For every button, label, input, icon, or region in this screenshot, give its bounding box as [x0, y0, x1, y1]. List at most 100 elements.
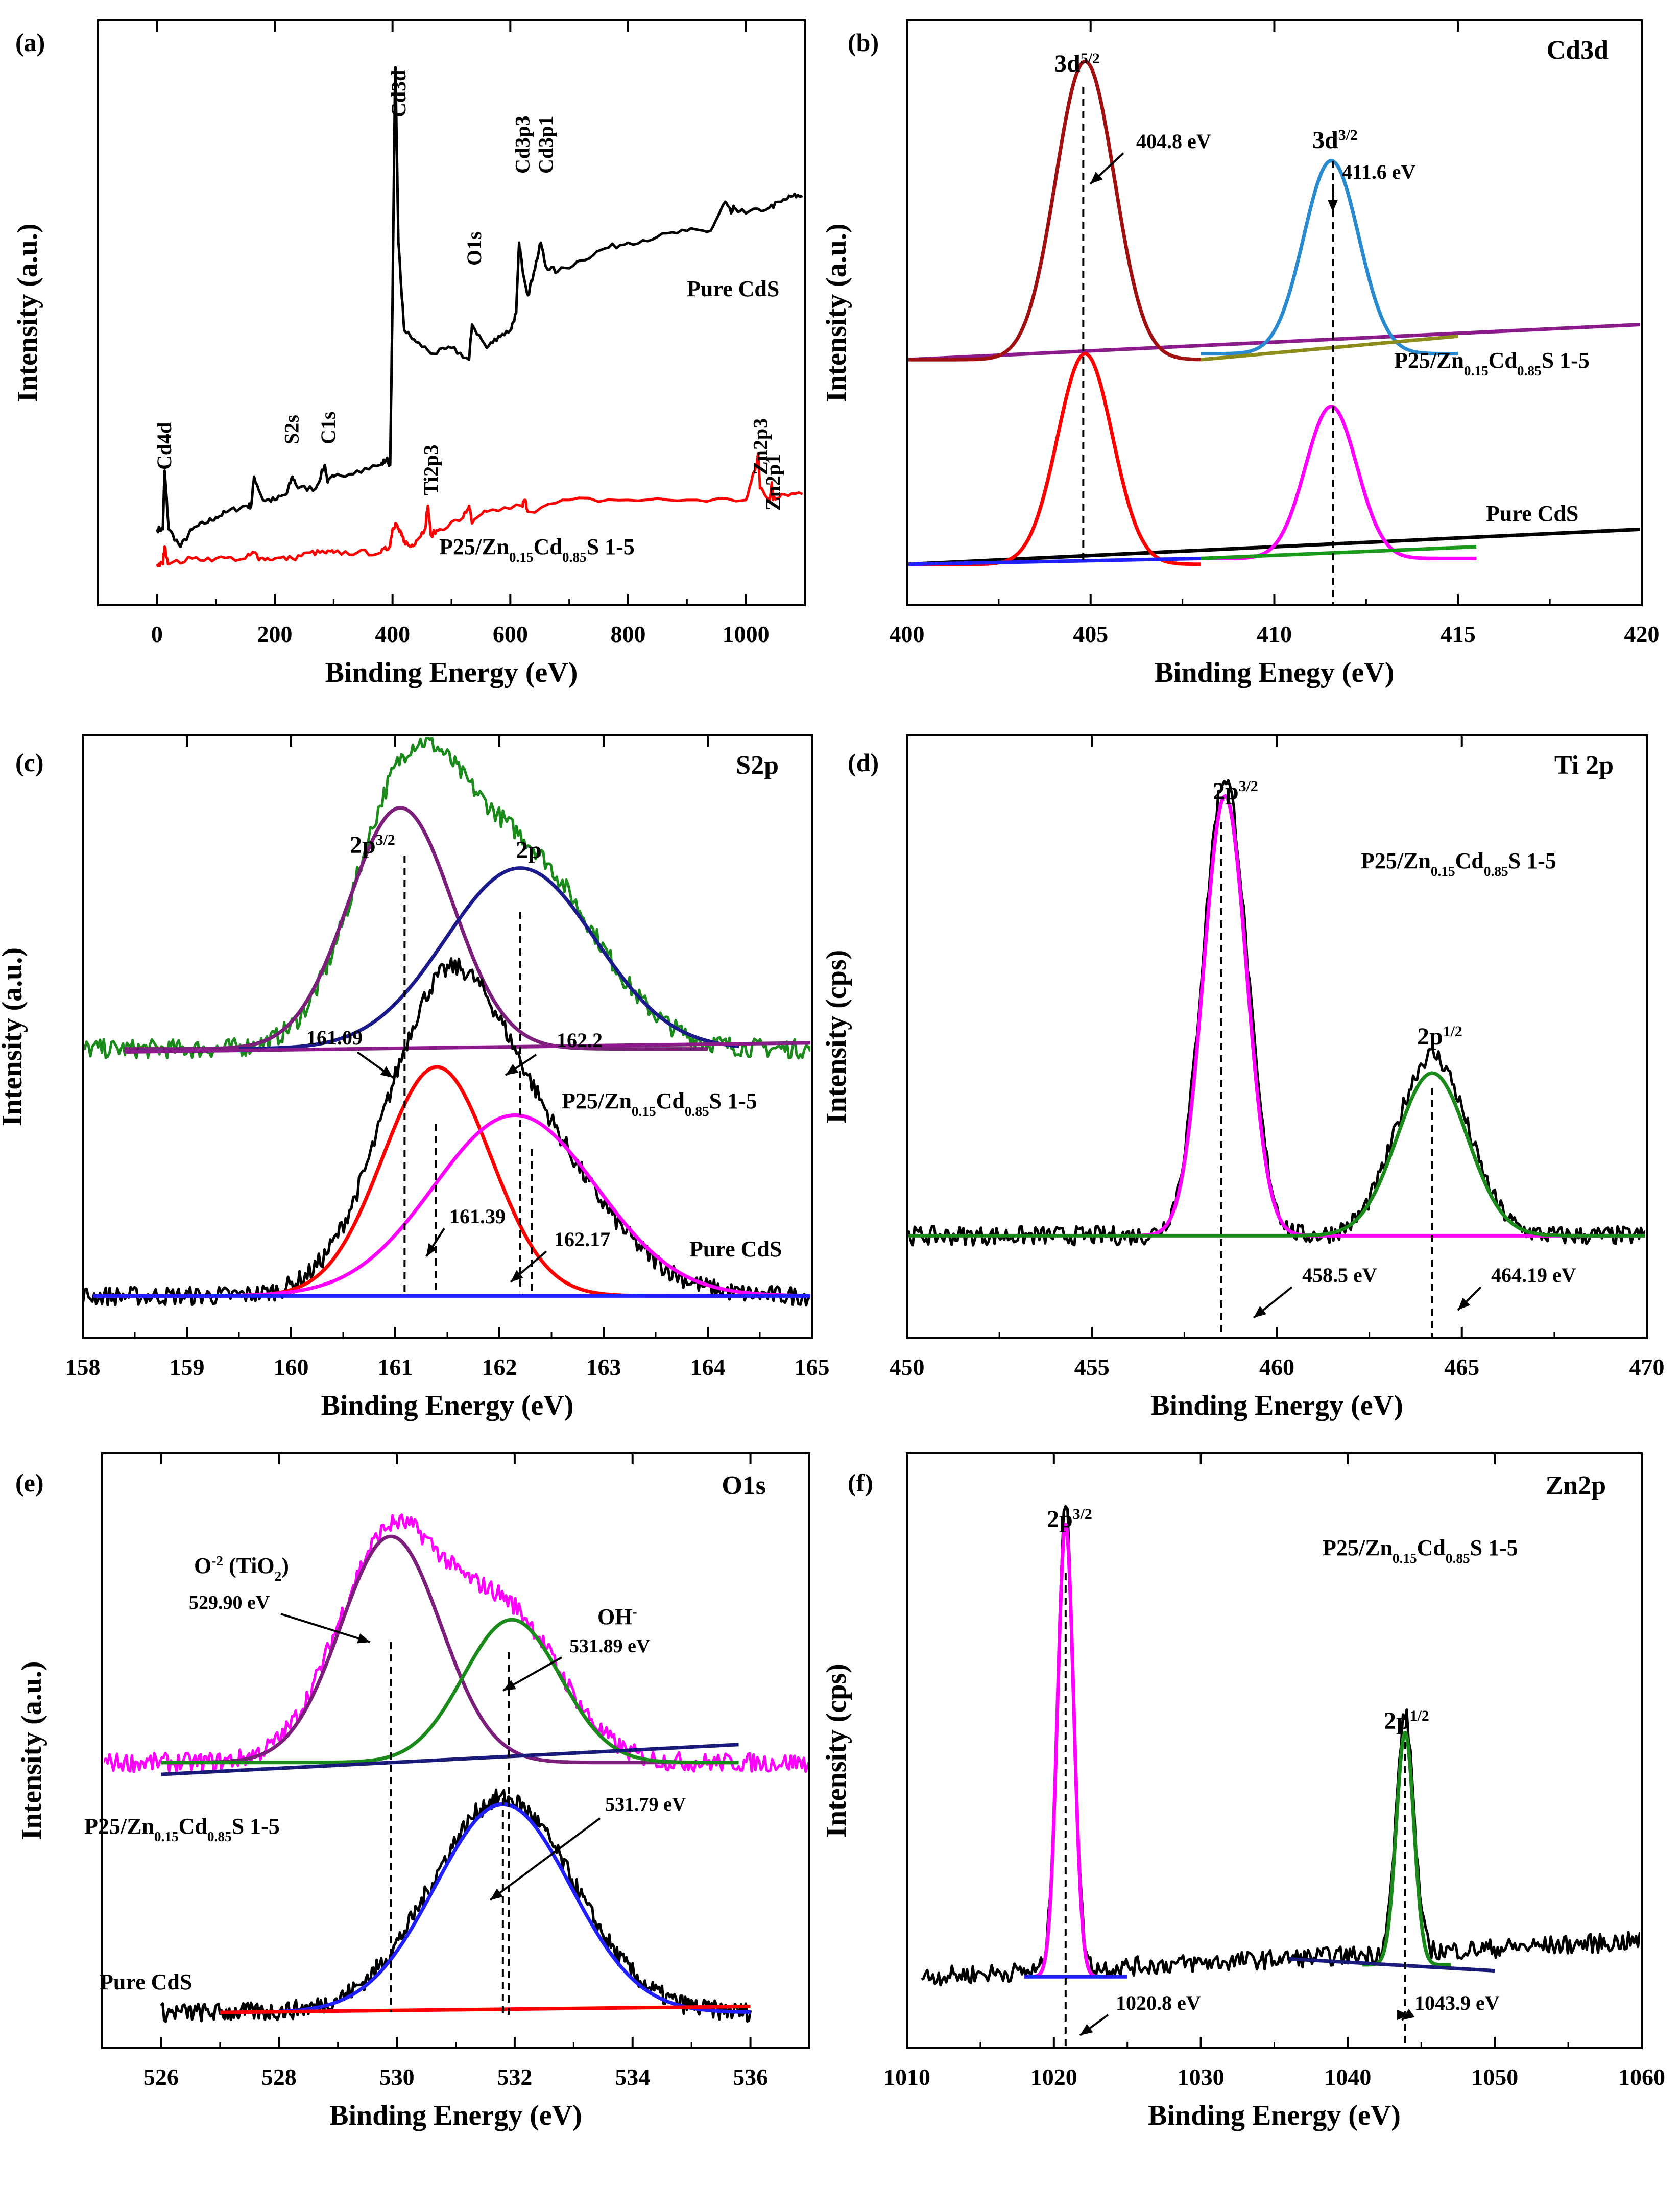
- series-line: [1200, 405, 1477, 560]
- arrow-head: [503, 1680, 516, 1691]
- panel-title: Zn2p: [1545, 1471, 1606, 1500]
- panel-title: O1s: [722, 1471, 766, 1500]
- x-tick-label: 530: [379, 2064, 415, 2090]
- x-tick-label: 162: [482, 1354, 517, 1380]
- series-line: [161, 1743, 739, 1776]
- panel-label: (e): [15, 1468, 44, 1497]
- panel-label: (f): [848, 1468, 873, 1497]
- plot-area: [155, 66, 803, 567]
- x-tick-label: 164: [690, 1354, 726, 1380]
- peak-annotation: Zn2p1: [762, 454, 785, 511]
- series-line: [104, 1513, 808, 1773]
- series-label: Pure CdS: [1486, 501, 1578, 526]
- arrow-head: [1080, 2024, 1093, 2035]
- peak-label: 3d3/2: [1312, 127, 1358, 154]
- arrow-head: [1402, 2008, 1415, 2020]
- series-line: [124, 806, 708, 1051]
- peak-annotation: Cd3d: [387, 70, 410, 117]
- peak-annotation: O1s: [463, 231, 486, 266]
- peak-value: 458.5 eV: [1302, 1264, 1377, 1287]
- series-label: P25/Zn0.15Cd0.85S 1-5: [562, 1088, 757, 1119]
- x-tick-label: 526: [143, 2064, 179, 2090]
- peak-annotation: Cd3p1: [535, 116, 558, 174]
- x-tick-label: 1010: [883, 2064, 930, 2090]
- series-line: [908, 59, 1202, 362]
- x-tick-label: 163: [586, 1354, 621, 1380]
- peak-value: 464.19 eV: [1491, 1264, 1576, 1287]
- peak-value: 162.17: [554, 1228, 610, 1251]
- peak-label: 2p: [516, 837, 542, 864]
- arrow-head: [490, 1888, 503, 1900]
- x-axis-label: Binding Enegy (eV): [1155, 657, 1395, 688]
- series-line: [161, 1618, 739, 1765]
- peak-annotation: Cd3p3: [511, 116, 534, 174]
- plot-area: [921, 1505, 1640, 1987]
- series-line: [220, 1802, 751, 2014]
- panel-c: 158 159 160 161 162 163 164 165 Binding Energy (…: [0, 734, 830, 1421]
- series-line: [84, 737, 810, 1060]
- plot-frame: [906, 1452, 1643, 2049]
- plot-area: [908, 779, 1645, 1247]
- series-line: [908, 352, 1202, 566]
- x-tick-label: 465: [1444, 1354, 1479, 1380]
- peak-label: OH-: [597, 1604, 637, 1629]
- peak-value: 411.6 eV: [1342, 160, 1416, 183]
- x-axis-label: Binding Energy (eV): [325, 657, 578, 688]
- peak-value: 531.79 eV: [605, 1794, 686, 1815]
- x-axis-label: Binding Energy (eV): [1150, 1390, 1403, 1421]
- peak-value: 531.89 eV: [569, 1635, 651, 1657]
- series-line: [124, 1041, 810, 1054]
- x-tick-label: 1050: [1471, 2064, 1518, 2090]
- peak-label: 2p3/2: [350, 831, 395, 859]
- y-axis-label: Intensity (a.u.): [12, 223, 43, 402]
- peak-label: 3d5/2: [1054, 50, 1100, 78]
- panel-e: 526 528 530 532 534 536 Binding Energy (eV) Int…: [15, 1452, 810, 2131]
- x-tick-label: 400: [375, 621, 410, 647]
- peak-value: 1020.8 eV: [1116, 1991, 1201, 2014]
- x-axis-label: Binding Energy (eV): [329, 2100, 582, 2131]
- plot-frame: [97, 19, 806, 606]
- peak-label: 2p3/2: [1213, 778, 1258, 805]
- arrow-head: [1327, 200, 1338, 212]
- x-tick-label: 534: [615, 2064, 650, 2090]
- x-tick-label: 158: [65, 1354, 101, 1380]
- x-tick-label: 165: [795, 1354, 830, 1380]
- peak-value: 529.90 eV: [189, 1592, 270, 1613]
- series-line: [238, 866, 739, 1051]
- series-label: Pure CdS: [100, 1969, 192, 1994]
- x-tick-label: 1000: [723, 621, 770, 647]
- x-tick-label: 600: [493, 621, 528, 647]
- x-tick-label: 800: [611, 621, 646, 647]
- y-axis-label: Intensity (cps): [821, 950, 852, 1124]
- x-tick-label: 528: [261, 2064, 297, 2090]
- panel-label: (c): [15, 748, 44, 777]
- series-line: [921, 1505, 1640, 1987]
- x-tick-label: 160: [274, 1354, 309, 1380]
- peak-value: 404.8 eV: [1136, 130, 1211, 153]
- peak-annotation: Cd4d: [153, 422, 176, 470]
- series-label: Pure CdS: [689, 1237, 782, 1262]
- peak-annotation: Ti2p3: [420, 445, 443, 495]
- x-tick-label: 405: [1073, 621, 1108, 647]
- series-label: P25/Zn0.15Cd0.85S 1-5: [1394, 348, 1590, 378]
- x-tick-label: 450: [890, 1354, 925, 1380]
- arrow: [489, 1817, 601, 1901]
- arrow-head: [511, 1270, 523, 1282]
- arrow-head: [380, 1066, 393, 1078]
- peak-label: 2p1/2: [1384, 1707, 1429, 1735]
- x-tick-label: 0: [151, 621, 163, 647]
- peak-value: 161.09: [306, 1026, 363, 1049]
- series-label: Pure CdS: [687, 276, 779, 301]
- series-line: [908, 1071, 1645, 1238]
- x-tick-label: 460: [1259, 1354, 1294, 1380]
- series-line: [1361, 1731, 1452, 1967]
- y-axis-label: Intensity (a.u.): [16, 1661, 47, 1840]
- x-tick-label: 1020: [1030, 2064, 1077, 2090]
- arrow: [280, 1613, 371, 1643]
- arrow-head: [1458, 1297, 1471, 1310]
- panel-label: (a): [15, 28, 45, 57]
- y-axis-label: Intensity (a.u.): [0, 947, 28, 1126]
- panel-d: 450 455 460 465 470 Binding Energy (eV) Intens…: [821, 734, 1665, 1421]
- peak-annotation: S2s: [280, 415, 303, 444]
